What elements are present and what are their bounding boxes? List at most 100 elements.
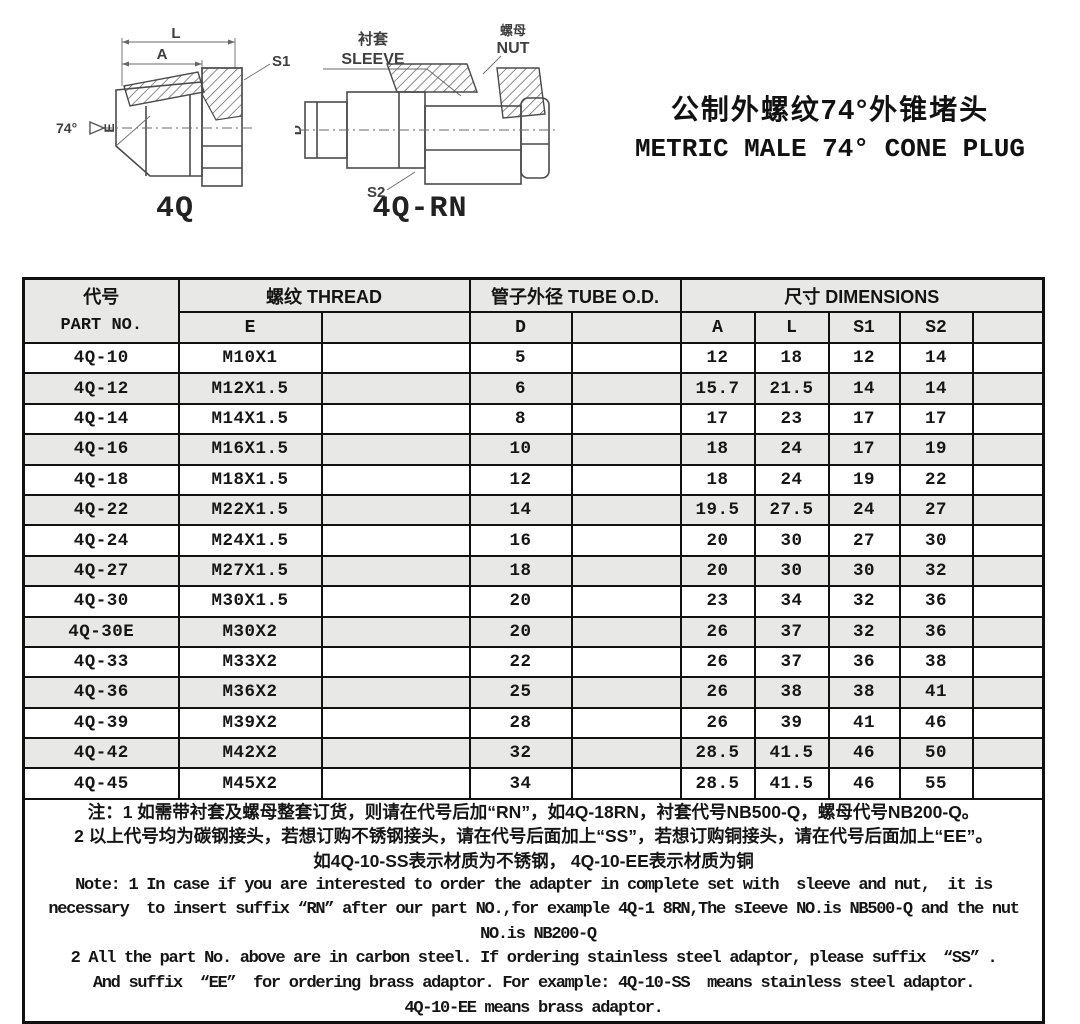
cell-e: M30X1.5 [177,585,323,618]
cell-d: 32 [468,737,573,770]
cell-thread_blank [320,706,471,740]
cell-e: M24X1.5 [177,524,323,557]
cell-d: 20 [468,615,573,648]
cell-tube_blank [570,372,682,405]
cell-l: 41.5 [753,767,830,800]
cell-dim_blank [971,463,1045,496]
table-row: 4Q-30E M30X2 20 26 37 32 36 [22,615,1045,648]
cell-tube_blank [570,402,682,436]
cell-tube_blank [570,463,682,496]
cell-s2: 36 [898,585,974,618]
cell-s1: 32 [827,615,901,648]
notes-cell: 注：1 如需带衬套及螺母整套订货，则请在代号后加“RN”，如4Q-18RN，衬套… [22,797,1045,1024]
cell-d: 10 [468,433,573,466]
cell-tube_blank [570,493,682,527]
cell-e: M36X2 [177,676,323,709]
header-dimensions: 尺寸 DIMENSIONS [679,277,1045,313]
header-thread: 螺纹 THREAD [177,277,471,313]
header-a: A [679,311,756,344]
header-row-sub: E D A L S1 S2 [24,311,1045,344]
cell-dim_blank [971,372,1045,405]
cell-l: 34 [753,585,830,618]
header-tube-od: 管子外径 TUBE O.D. [468,277,682,313]
cell-dim_blank [971,493,1045,527]
note-line-en: NO.is NB200-Q [471,924,597,944]
cell-part: 4Q-30 [22,585,180,618]
cell-s1: 12 [827,341,901,375]
page-title-cn: 公制外螺纹74°外锥堵头 [670,94,990,125]
cell-e: M14X1.5 [177,402,323,436]
cell-thread_blank [320,402,471,436]
cell-thread_blank [320,737,471,770]
header-row-groups: 代号 PART NO. 螺纹 THREAD 管子外径 TUBE O.D. 尺寸 … [22,277,1045,344]
cell-d: 6 [468,372,573,405]
cell-thread_blank [320,767,471,800]
leader-s1: S1 [243,53,290,81]
label-sleeve-cn: 衬套 [358,30,389,48]
cell-tube_blank [570,767,682,800]
cell-thread_blank [320,341,471,375]
cell-tube_blank [570,341,682,375]
cell-a: 20 [679,554,756,588]
label-s2: S2 [367,184,385,201]
cell-d: 16 [468,524,573,557]
cell-s1: 17 [827,433,901,466]
cell-s2: 19 [898,433,974,466]
cell-a: 28.5 [679,767,756,800]
table-row: 4Q-16 M16X1.5 10 18 24 17 19 [22,433,1045,466]
cell-a: 26 [679,615,756,648]
plug-body [115,81,203,177]
cell-dim_blank [971,402,1045,436]
cell-l: 38 [753,676,830,709]
cell-s2: 14 [898,372,974,405]
cell-tube_blank [570,524,682,557]
cell-tube_blank [570,615,682,648]
sleeve-hatch [386,63,478,93]
cell-d: 34 [468,767,573,800]
note-line-en: necessary to insert suffix “RN” after ou… [48,900,1020,920]
table-row: 4Q-36 M36X2 25 26 38 38 41 [22,676,1045,709]
table-row: 4Q-14 M14X1.5 8 17 23 17 17 [22,402,1045,436]
cell-a: 17 [679,402,756,436]
cell-l: 30 [753,524,830,557]
cell-part: 4Q-12 [22,372,180,405]
cell-e: M22X1.5 [177,493,323,527]
cell-s1: 32 [827,585,901,618]
cell-part: 4Q-33 [22,645,180,679]
cell-s1: 41 [827,706,901,740]
cell-part: 4Q-16 [22,433,180,466]
cell-thread_blank [320,676,471,709]
cell-a: 15.7 [679,372,756,405]
cell-l: 18 [753,341,830,375]
cell-part: 4Q-45 [22,767,180,800]
label-s1: S1 [272,53,290,70]
cell-s1: 17 [827,402,901,436]
cell-l: 27.5 [753,493,830,527]
cell-s2: 55 [898,767,974,800]
nut-cap [520,97,550,179]
cell-l: 24 [753,463,830,496]
page-title-en: METRIC MALE 74° CONE PLUG [634,134,1026,164]
cell-d: 20 [468,585,573,618]
cell-dim_blank [971,737,1045,770]
cell-d: 25 [468,676,573,709]
cell-a: 18 [679,433,756,466]
cell-dim_blank [971,676,1045,709]
cell-l: 39 [753,706,830,740]
cell-part: 4Q-22 [22,493,180,527]
figure-caption-4qrn: 4Q-RN [372,192,468,226]
cell-tube_blank [570,706,682,740]
leader-s2: S2 [367,171,416,201]
cell-e: M45X2 [177,767,323,800]
table-body: 4Q-10 M10X1 5 12 18 12 14 4Q-12 M12X1.5 6 15.7 21.5… [22,341,1045,800]
cell-s1: 27 [827,524,901,557]
cell-e: M18X1.5 [177,463,323,496]
header-dim-blank [971,311,1045,344]
cell-thread_blank [320,372,471,405]
cell-dim_blank [971,645,1045,679]
cone-angle-icon [89,120,106,136]
cell-a: 26 [679,676,756,709]
spec-table: 代号 PART NO. 螺纹 THREAD 管子外径 TUBE O.D. 尺寸 … [22,277,1046,1024]
cell-part: 4Q-14 [22,402,180,436]
cell-a: 19.5 [679,493,756,527]
